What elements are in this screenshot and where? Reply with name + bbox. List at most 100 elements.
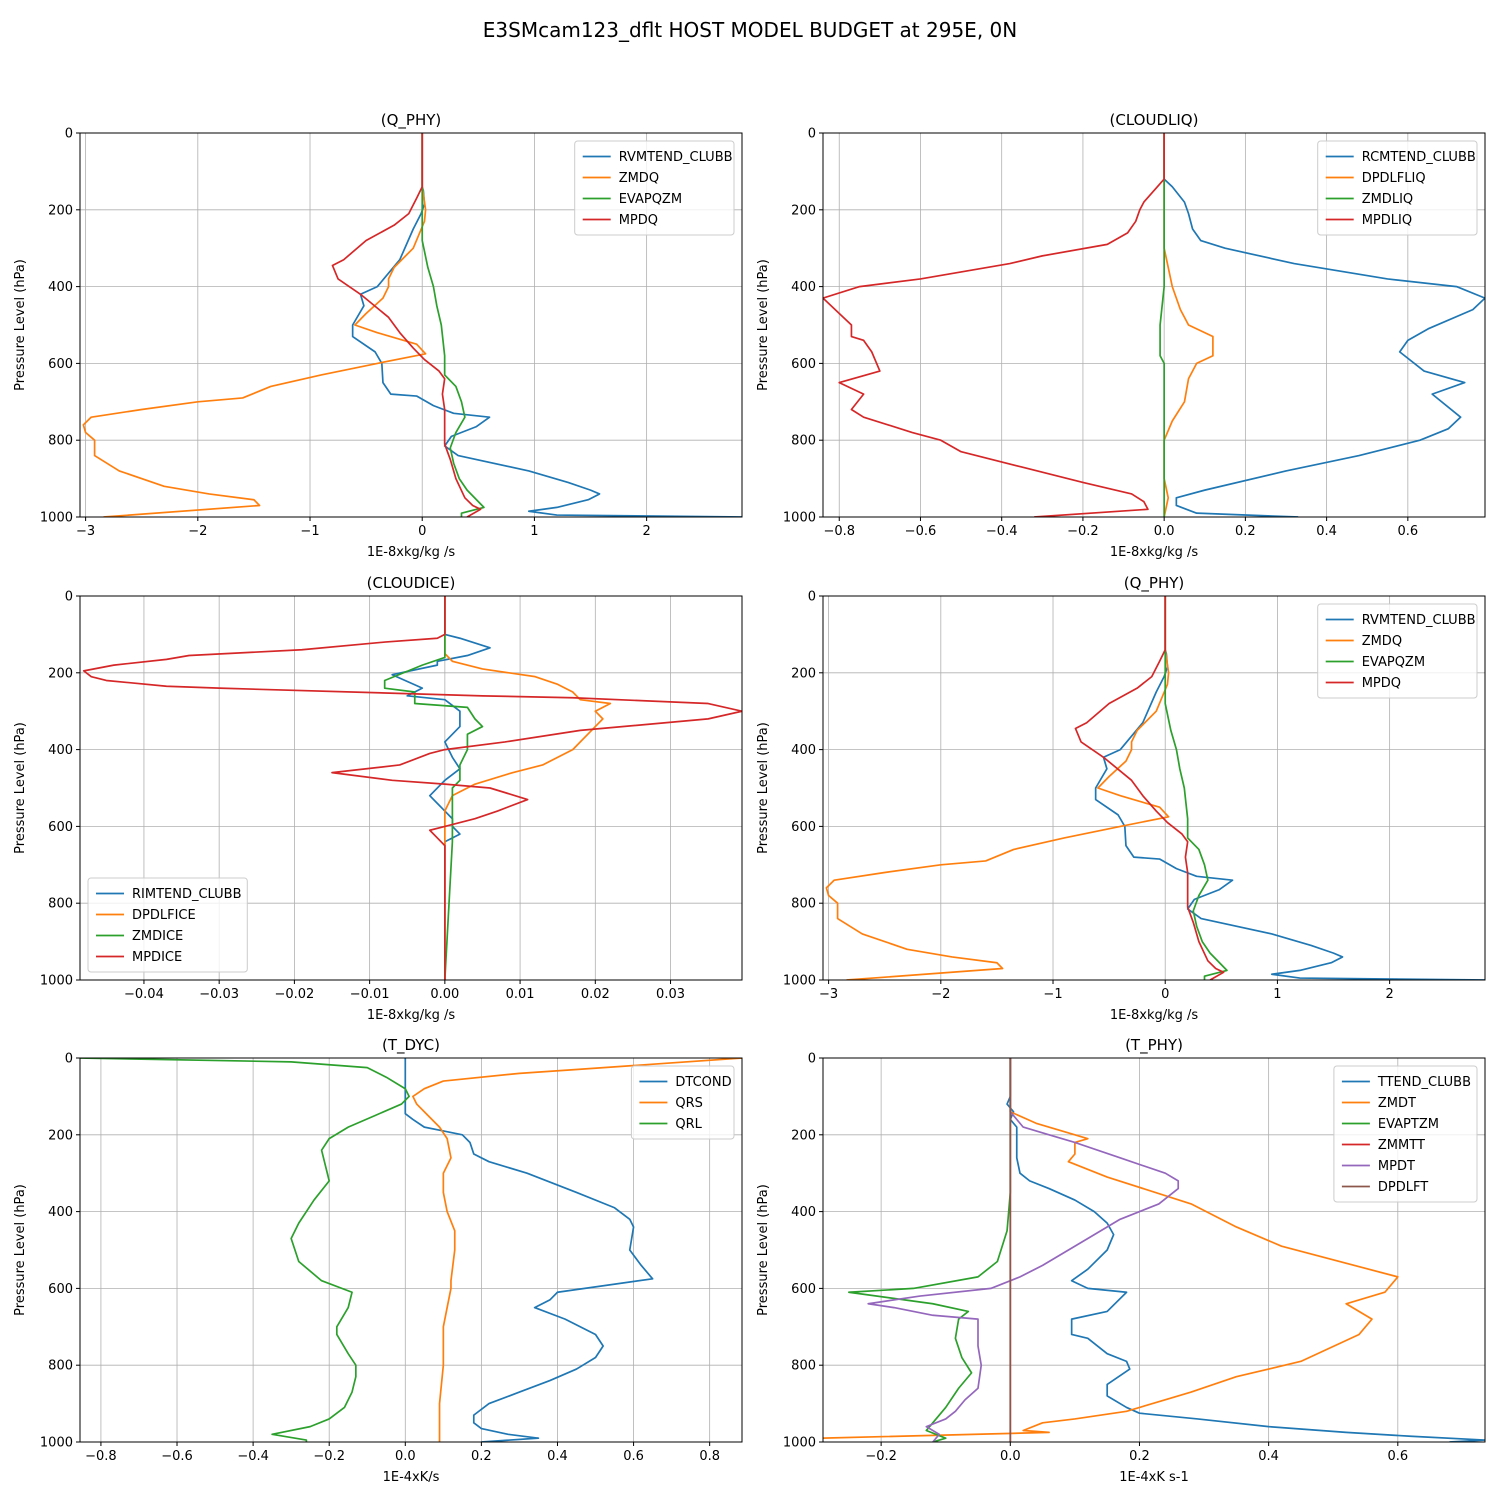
legend-label: ZMDQ xyxy=(619,171,659,186)
series-line-qrs xyxy=(412,1058,742,1442)
legend-label: ZMMTT xyxy=(1378,1138,1425,1153)
y-tick-label: 200 xyxy=(791,666,816,681)
series-line-mpdice xyxy=(82,596,742,980)
x-tick-label: 0.8 xyxy=(699,1449,720,1464)
x-tick-label: 0.2 xyxy=(471,1449,492,1464)
legend-label: ZMDT xyxy=(1378,1096,1416,1111)
y-tick-label: 600 xyxy=(791,1282,816,1297)
x-tick-label: 2 xyxy=(642,524,650,539)
x-tick-label: −3 xyxy=(819,987,838,1002)
panel-title: (Q_PHY) xyxy=(1124,574,1185,593)
legend: RCMTEND_CLUBB DPDLFLIQ ZMDLIQ MPDLIQ xyxy=(1317,140,1478,236)
x-tick-label: −0.4 xyxy=(237,1449,269,1464)
legend: RVMTEND_CLUBB ZMDQ EVAPQZM MPDQ xyxy=(1317,603,1478,699)
series-line-evapqzm xyxy=(421,133,485,517)
axes-frame xyxy=(822,595,1486,981)
y-tick-label: 0 xyxy=(65,127,73,142)
x-tick-label: −1 xyxy=(300,524,319,539)
x-axis-label: 1E-8xkg/kg /s xyxy=(1110,545,1199,560)
axes-frame xyxy=(79,132,743,518)
x-axis-label: 1E-8xkg/kg /s xyxy=(367,545,456,560)
x-axis-label: 1E-8xkg/kg /s xyxy=(1110,1008,1199,1023)
legend-label: QRS xyxy=(675,1096,703,1111)
panel-6: −0.2 0.0 0.2 0.4 0.6 0 200 400 600 800 1000 (T_PHY)… xyxy=(756,1036,1486,1485)
y-tick-label: 1000 xyxy=(783,1436,816,1451)
x-axis-label: 1E-4xK/s xyxy=(383,1470,440,1485)
y-tick-label: 400 xyxy=(791,1205,816,1220)
panel-4: −3 −2 −1 0 1 2 0 200 400 600 800 1000 (Q_PHY) 1E-8xkg… xyxy=(756,574,1486,1023)
x-tick-label: 0.0 xyxy=(1000,1449,1021,1464)
x-tick-label: 0.03 xyxy=(656,987,685,1002)
axes-frame xyxy=(822,132,1486,518)
legend-box xyxy=(1333,1065,1478,1203)
legend-label: EVAPQZM xyxy=(619,192,682,207)
y-tick-label: 0 xyxy=(65,590,73,605)
y-tick-label: 800 xyxy=(48,434,73,449)
legend-label: DPDLFLIQ xyxy=(1362,171,1426,186)
x-tick-label: −0.8 xyxy=(85,1449,117,1464)
x-tick-label: −0.4 xyxy=(986,524,1018,539)
x-tick-label: 0.6 xyxy=(1397,524,1418,539)
x-tick-label: −3 xyxy=(76,524,95,539)
x-tick-label: 0 xyxy=(1161,987,1169,1002)
y-tick-label: 1000 xyxy=(40,974,73,989)
legend-label: TTEND_CLUBB xyxy=(1377,1075,1471,1090)
y-axis-label: Pressure Level (hPa) xyxy=(13,1184,28,1316)
y-tick-label: 1000 xyxy=(40,511,73,526)
y-tick-label: 0 xyxy=(65,1052,73,1067)
x-axis-label: 1E-4xK s-1 xyxy=(1119,1470,1189,1485)
legend-box xyxy=(87,877,248,973)
y-axis-label: Pressure Level (hPa) xyxy=(756,259,771,391)
legend-label: DPDLFT xyxy=(1378,1180,1428,1195)
legend-label: ZMDLIQ xyxy=(1362,192,1413,207)
x-tick-label: −0.02 xyxy=(274,987,314,1002)
x-tick-label: −0.6 xyxy=(905,524,937,539)
legend-box xyxy=(630,1065,735,1140)
series-line-zmdice xyxy=(383,596,484,980)
x-tick-label: −0.2 xyxy=(313,1449,345,1464)
y-tick-label: 200 xyxy=(48,1128,73,1143)
panel-title: (T_PHY) xyxy=(1125,1036,1183,1055)
x-tick-label: −0.6 xyxy=(161,1449,193,1464)
x-tick-label: −0.8 xyxy=(823,524,855,539)
legend-label: DTCOND xyxy=(675,1075,731,1090)
x-tick-label: 0.2 xyxy=(1235,524,1256,539)
x-tick-label: 0.00 xyxy=(430,987,459,1002)
series-line-rvmtend-clubb xyxy=(351,133,742,517)
x-tick-label: 0.4 xyxy=(547,1449,568,1464)
y-tick-label: 200 xyxy=(48,666,73,681)
series-line-zmdt xyxy=(823,1058,1399,1440)
series-line-dpdlfice xyxy=(444,596,612,980)
series-line-ttend-clubb xyxy=(1006,1058,1485,1442)
y-tick-label: 0 xyxy=(808,127,816,142)
x-tick-label: 0 xyxy=(418,524,426,539)
series-line-rcmtend-clubb xyxy=(1163,133,1485,517)
y-tick-label: 800 xyxy=(791,1359,816,1374)
y-tick-label: 400 xyxy=(791,280,816,295)
y-axis-label: Pressure Level (hPa) xyxy=(756,1184,771,1316)
legend-label: ZMDICE xyxy=(132,929,183,944)
panel-title: (CLOUDICE) xyxy=(367,574,456,592)
x-tick-label: −0.04 xyxy=(124,987,164,1002)
y-tick-label: 400 xyxy=(791,743,816,758)
legend-label: RVMTEND_CLUBB xyxy=(619,150,733,165)
y-tick-label: 200 xyxy=(48,203,73,218)
panel-title: (T_DYC) xyxy=(382,1036,440,1055)
panel-1: −3 −2 −1 0 1 2 0 200 400 600 800 1000 (Q_PHY) 1E-8xkg… xyxy=(13,111,743,560)
x-tick-label: 0.01 xyxy=(506,987,535,1002)
legend: DTCOND QRS QRL xyxy=(630,1065,735,1140)
legend-label: MPDQ xyxy=(619,213,658,228)
y-tick-label: 0 xyxy=(808,1052,816,1067)
legend-label: MPDT xyxy=(1378,1159,1415,1174)
series-line-mpdq xyxy=(331,133,482,517)
x-tick-label: 0.6 xyxy=(1387,1449,1408,1464)
x-tick-label: 1 xyxy=(1273,987,1281,1002)
series-line-evapqzm xyxy=(1164,596,1228,980)
series-line-zmdq xyxy=(82,133,427,517)
x-tick-label: −0.01 xyxy=(350,987,390,1002)
x-axis-label: 1E-8xkg/kg /s xyxy=(367,1008,456,1023)
x-tick-label: 1 xyxy=(530,524,538,539)
y-tick-label: 600 xyxy=(48,1282,73,1297)
y-tick-label: 200 xyxy=(791,1128,816,1143)
